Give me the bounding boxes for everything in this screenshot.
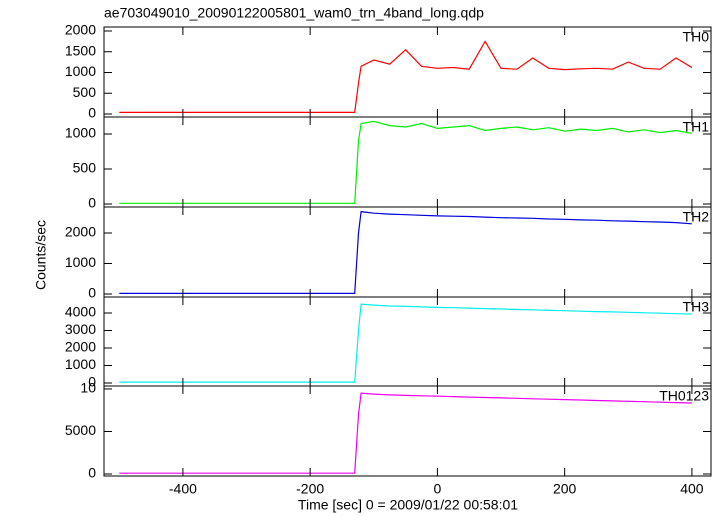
- x-axis-label: Time [sec] 0 = 2009/01/22 00:58:01: [298, 497, 518, 513]
- panel-frame: [103, 26, 712, 118]
- legend-label: TH0123: [659, 388, 709, 404]
- panel-frame: [103, 385, 712, 477]
- y-tick-label: 1000: [65, 254, 96, 270]
- y-tick-label: 500: [73, 160, 97, 176]
- data-line: [119, 210, 692, 294]
- legend-label: TH3: [683, 299, 710, 315]
- y-tick-label: 0: [88, 465, 96, 481]
- y-tick-label: 1000: [65, 125, 96, 141]
- y-axis-label: Counts/sec: [33, 220, 49, 290]
- y-tick-label: 1000: [65, 63, 96, 79]
- y-tick-label: 4000: [65, 304, 96, 320]
- data-line: [119, 40, 693, 113]
- x-tick-label: 0: [434, 481, 442, 497]
- y-tick-label: 5000: [65, 422, 96, 438]
- y-tick-label: 500: [73, 84, 97, 100]
- y-tick-label: 1500: [65, 42, 96, 58]
- y-tick-label: 0: [88, 285, 96, 301]
- x-tick-label: 200: [553, 481, 577, 497]
- x-tick-label: -400: [169, 481, 197, 497]
- x-tick-label: 400: [680, 481, 704, 497]
- chart-title: ae703049010_20090122005801_wam0_trn_4ban…: [104, 5, 484, 21]
- legend-label: TH0: [683, 29, 710, 45]
- panel-frame: [103, 296, 712, 387]
- y-tick-label: 0: [88, 105, 96, 121]
- x-tick-label: -200: [296, 481, 324, 497]
- y-tick-label: 0: [88, 374, 96, 390]
- data-line: [119, 303, 692, 383]
- data-line: [119, 392, 692, 474]
- y-tick-label: 2000: [65, 339, 96, 355]
- y-tick-label: 1000: [65, 356, 96, 372]
- y-tick-label: 3000: [65, 321, 96, 337]
- y-tick-label: 10: [80, 380, 96, 396]
- legend-label: TH2: [683, 209, 710, 225]
- y-tick-label: 0: [88, 195, 96, 211]
- legend-label: TH1: [683, 119, 710, 135]
- data-line: [119, 120, 693, 204]
- y-tick-label: 2000: [65, 22, 96, 38]
- y-tick-label: 2000: [65, 224, 96, 240]
